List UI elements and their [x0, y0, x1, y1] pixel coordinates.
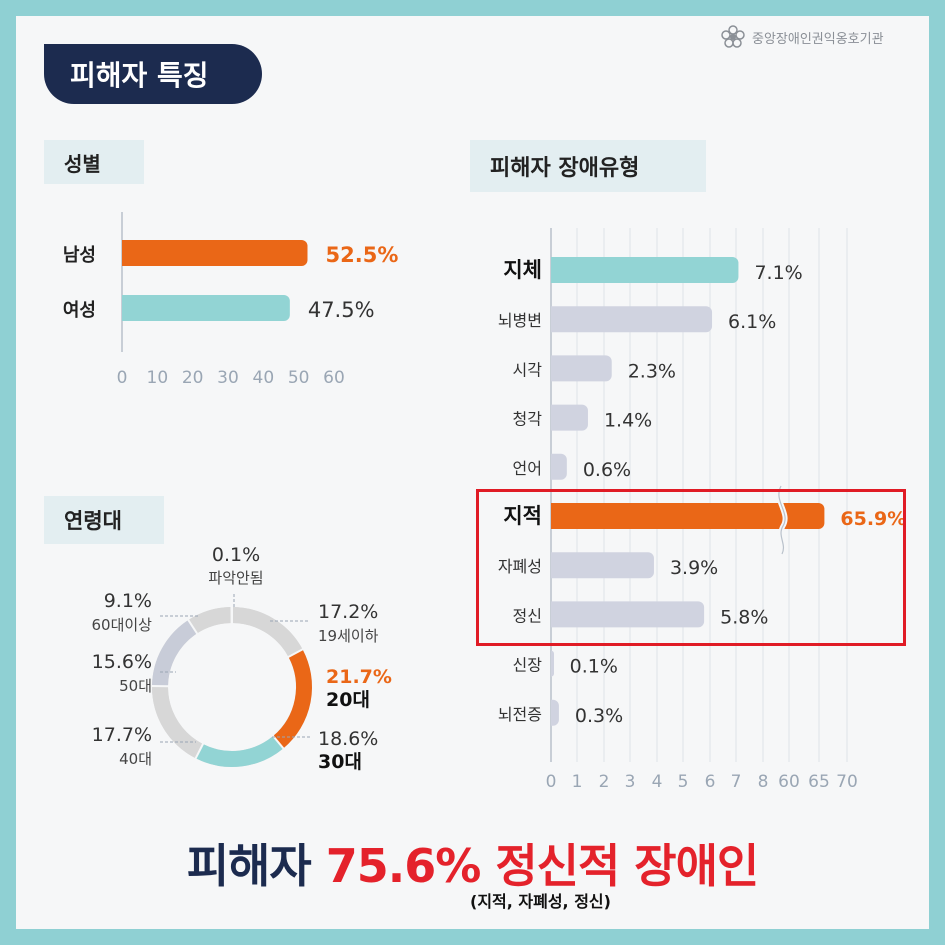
- dis-x-tick: 6: [705, 772, 716, 792]
- axis-break-line: [778, 485, 786, 555]
- dis-x-tick: 2: [599, 772, 610, 792]
- dis-value-label: 5.8%: [720, 606, 768, 628]
- gender-bar: [122, 240, 308, 266]
- dis-x-tick: 5: [678, 772, 689, 792]
- donut-slice: [195, 735, 284, 767]
- gender-x-tick: 30: [217, 368, 239, 388]
- dis-x-tick: 60: [778, 772, 800, 792]
- dis-value-label: 65.9%: [840, 508, 906, 530]
- dis-category-label: 신장: [513, 656, 543, 675]
- dis-category-label: 뇌병변: [498, 311, 542, 330]
- donut-value-label: 18.6%: [318, 728, 378, 750]
- age-section-label: 연령대: [44, 496, 164, 544]
- donut-value-label: 17.7%: [92, 724, 152, 746]
- dis-category-label: 뇌전증: [498, 705, 542, 724]
- dis-bar: [551, 503, 825, 529]
- donut-value-label: 21.7%: [326, 666, 392, 688]
- gender-value-label: 52.5%: [326, 243, 399, 267]
- dis-bar: [551, 306, 713, 333]
- donut-category-label: 50대: [119, 677, 152, 695]
- dis-value-label: 0.6%: [583, 459, 631, 481]
- donut-gap: [287, 647, 304, 659]
- dis-category-label: 청각: [513, 410, 543, 429]
- dis-value-label: 0.3%: [575, 705, 623, 727]
- donut-value-label: 17.2%: [318, 601, 378, 623]
- donut-gap: [186, 618, 199, 635]
- donut-category-label: 60대이상: [92, 616, 153, 634]
- gender-x-tick: 20: [182, 368, 204, 388]
- dis-category-label: 언어: [513, 459, 542, 478]
- mental-disability-highlight-box: [476, 489, 906, 646]
- dis-bar: [551, 650, 554, 677]
- gender-x-tick: 40: [253, 368, 275, 388]
- dis-x-tick: 65: [808, 772, 830, 792]
- dis-bar: [551, 355, 612, 382]
- dis-category-label: 지적: [503, 504, 542, 528]
- dis-category-label: 지체: [503, 258, 542, 282]
- gender-category-label: 남성: [63, 245, 96, 266]
- donut-slice: [272, 649, 312, 749]
- donut-category-label: 30대: [318, 751, 362, 773]
- dis-value-label: 1.4%: [604, 410, 652, 432]
- headline: 피해자 75.6% 정신적 장애인: [0, 830, 945, 896]
- donut-slice: [152, 619, 198, 687]
- dis-x-tick: 1: [572, 772, 583, 792]
- dis-bar: [551, 552, 654, 579]
- dis-bar: [551, 257, 739, 283]
- page-title: 피해자 특징: [44, 44, 262, 104]
- dis-x-tick: 4: [652, 772, 663, 792]
- dis-x-tick: 7: [731, 772, 742, 792]
- dis-value-label: 6.1%: [728, 311, 776, 333]
- dis-x-tick: 70: [836, 772, 858, 792]
- dis-category-label: 자폐성: [498, 557, 542, 576]
- gender-bar: [122, 295, 290, 321]
- donut-slice: [152, 685, 204, 759]
- gender-x-tick: 10: [147, 368, 169, 388]
- donut-value-label: 15.6%: [92, 651, 152, 673]
- gender-value-label: 47.5%: [308, 298, 375, 322]
- dis-bar: [551, 699, 559, 726]
- flower-icon: [721, 25, 745, 48]
- donut-slice: [188, 607, 232, 634]
- dis-category-label: 정신: [513, 606, 542, 625]
- gender-x-tick: 60: [323, 368, 345, 388]
- headline-highlight: 75.6% 정신적 장애인: [325, 839, 760, 893]
- dis-bar: [551, 453, 567, 480]
- dis-x-tick: 3: [625, 772, 636, 792]
- gender-category-label: 여성: [63, 300, 96, 321]
- donut-slice: [231, 607, 303, 658]
- donut-category-label: 40대: [119, 750, 152, 768]
- donut-category-label: 19세이하: [318, 627, 379, 645]
- dis-x-tick: 0: [546, 772, 557, 792]
- gender-x-tick: 50: [288, 368, 310, 388]
- donut-gap: [194, 742, 205, 760]
- headline-part1: 피해자: [186, 839, 326, 893]
- dis-bar: [551, 601, 705, 628]
- dis-value-label: 2.3%: [628, 360, 676, 382]
- dis-bar: [551, 404, 588, 431]
- org-name: 중앙장애인권익옹호기관: [752, 31, 884, 47]
- org-logo: 중앙장애인권익옹호기관: [720, 24, 884, 50]
- dis-category-label: 시각: [513, 360, 543, 379]
- gender-section-label: 성별: [44, 140, 144, 184]
- donut-category-label: 20대: [326, 689, 370, 711]
- dis-x-tick: 8: [758, 772, 769, 792]
- disability-section-label: 피해자 장애유형: [470, 140, 706, 192]
- dis-value-label: 7.1%: [754, 262, 802, 284]
- donut-gap: [271, 734, 285, 750]
- donut-value-label: 9.1%: [104, 590, 152, 612]
- gender-x-tick: 0: [117, 368, 128, 388]
- dis-value-label: 3.9%: [670, 557, 718, 579]
- headline-sub: (지적, 자폐성, 정신): [470, 892, 611, 911]
- dis-value-label: 0.1%: [570, 656, 618, 678]
- donut-category-label: 파악안됨: [208, 569, 263, 587]
- donut-value-label: 0.1%: [212, 544, 260, 566]
